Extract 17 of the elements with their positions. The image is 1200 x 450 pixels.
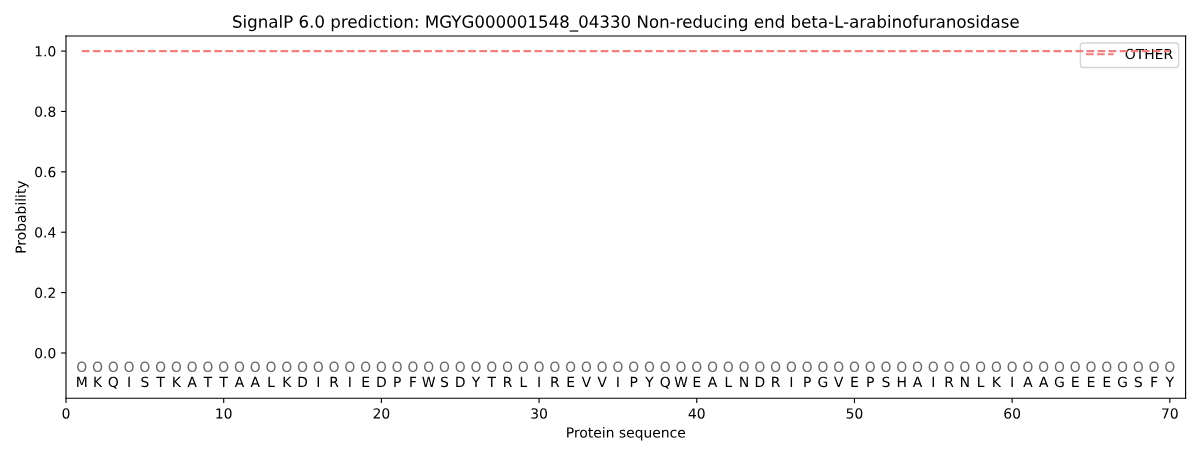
x-tick-label: 0 — [62, 408, 70, 419]
y-tick-label: 0.4 — [35, 227, 56, 238]
y-axis-title: Probability — [15, 180, 29, 253]
x-tick-label: 20 — [373, 408, 390, 419]
y-tick-label: 1.0 — [35, 46, 56, 57]
y-tick-label: 0.6 — [35, 166, 56, 178]
y-tick-label: 0.0 — [35, 347, 56, 359]
x-tick-label: 40 — [688, 408, 705, 419]
x-tick-label: 70 — [1162, 408, 1178, 419]
y-tick-label: 0.2 — [35, 287, 55, 299]
x-tick-label: 10 — [216, 408, 232, 419]
chart-title: SignalP 6.0 prediction: MGYG000001548_04330 Non-reducing end beta-L-arabinofuranosidase — [233, 15, 1019, 32]
x-axis-title: Protein sequence — [567, 426, 686, 441]
x-tick-label: 50 — [846, 408, 863, 419]
x-tick-label: 30 — [531, 408, 547, 419]
x-tick-label: 60 — [1004, 408, 1021, 419]
y-tick-label: 0.8 — [35, 106, 56, 117]
